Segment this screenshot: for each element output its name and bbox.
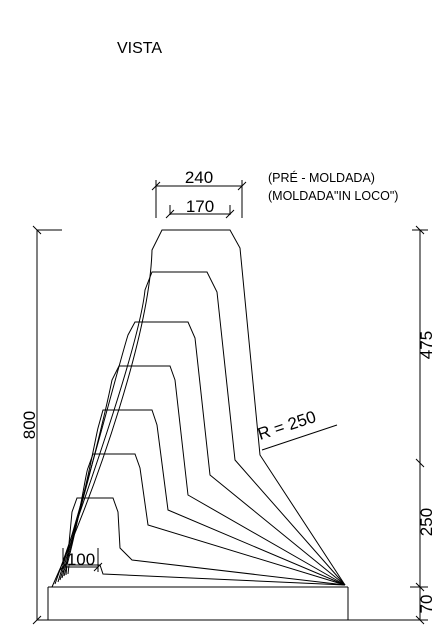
note-moldada-in-loco: (MOLDADA"IN LOCO") xyxy=(268,189,398,203)
profile-5 xyxy=(61,409,346,586)
dim-top-170: 170 xyxy=(165,197,235,219)
profile-outer xyxy=(51,229,346,588)
profile-7 xyxy=(65,497,346,586)
dim-250-label: 250 xyxy=(417,508,436,536)
radius-annotation: R = 250 xyxy=(255,407,338,451)
dim-170-label: 170 xyxy=(186,197,214,216)
dim-475-label: 475 xyxy=(417,331,436,359)
profile-3 xyxy=(57,321,346,586)
barrier-profiles xyxy=(51,229,346,588)
dim-right: 475 250 70 xyxy=(348,225,436,625)
dim-70-label: 70 xyxy=(417,595,436,614)
note-pre-moldada: (PRÉ - MOLDADA) xyxy=(268,170,375,185)
dim-toe-100: 100 xyxy=(58,548,103,572)
profile-toe xyxy=(67,564,346,586)
profile-4 xyxy=(59,365,346,586)
dim-top-240: 240 xyxy=(151,168,247,218)
view-title: VISTA xyxy=(117,40,163,57)
profile-6 xyxy=(63,453,346,586)
dim-left-800: 800 xyxy=(20,225,62,625)
base-slab xyxy=(47,586,349,621)
radius-label: R = 250 xyxy=(255,407,318,444)
dim-800-label: 800 xyxy=(20,411,39,439)
dim-240-label: 240 xyxy=(185,168,213,187)
dim-100-label: 100 xyxy=(67,550,95,569)
